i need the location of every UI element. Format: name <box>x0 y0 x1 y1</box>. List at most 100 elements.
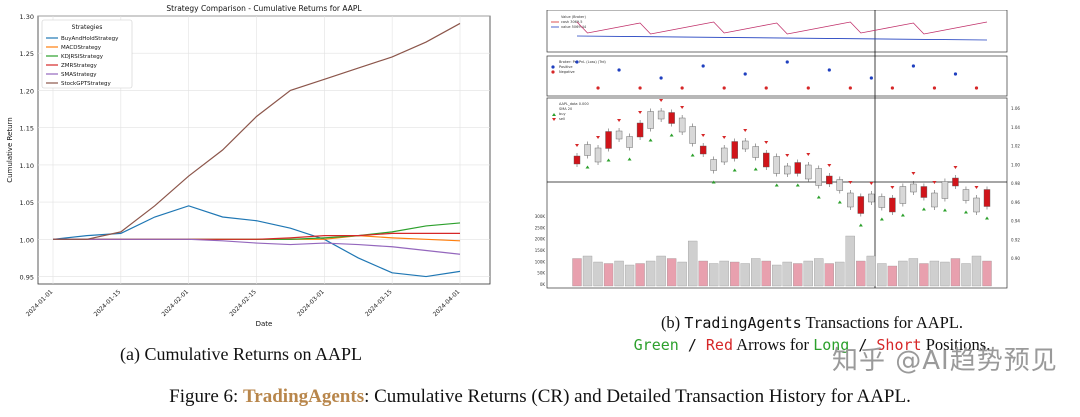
right-axis-label: 1.06 <box>1011 106 1020 111</box>
long-arrow <box>627 157 632 161</box>
pnl-marker <box>638 86 642 90</box>
candle-body <box>763 152 770 168</box>
long-arrow <box>942 208 947 212</box>
short-arrow <box>890 186 895 189</box>
price-panel <box>546 97 1008 289</box>
volume-axis-label: 200K <box>535 237 545 242</box>
x-tick-label: 2024-03-01 <box>296 288 326 318</box>
short-arrow <box>911 172 916 175</box>
short-arrow <box>869 182 874 185</box>
caption-green: Green <box>633 336 679 354</box>
long-arrow <box>816 195 821 199</box>
volume-bar <box>814 258 824 287</box>
candle-body <box>742 140 749 150</box>
short-arrow <box>806 153 811 156</box>
legend-title: Strategies <box>72 24 103 31</box>
long-arrow <box>795 183 800 187</box>
right-axis-label: 0.98 <box>1011 181 1020 186</box>
caption-b-suffix: Transactions for AAPL. <box>801 313 964 332</box>
caption-b-prefix: (b) <box>660 313 685 332</box>
candle-body <box>573 155 581 165</box>
short-arrow <box>596 136 601 139</box>
candle-body <box>857 196 865 214</box>
short-arrow <box>617 119 622 122</box>
candle-body <box>689 126 696 144</box>
caption-b-line1: (b) TradingAgents Transactions for AAPL. <box>592 312 1032 334</box>
legend-swatch <box>552 118 556 121</box>
short-arrow <box>932 181 937 184</box>
caption-short: Short <box>876 336 922 354</box>
y-tick-label: 1.00 <box>20 236 34 244</box>
candle-body <box>868 193 875 203</box>
series-line <box>53 22 461 240</box>
candle-body <box>815 168 822 186</box>
volume-axis-label: 250K <box>535 225 545 230</box>
legend-entry: ZMRStrategy <box>61 63 98 69</box>
pnl-marker <box>617 68 621 72</box>
candle-body <box>962 189 970 201</box>
legend-entry: value 5069.44 <box>561 25 587 29</box>
short-arrow <box>953 166 958 169</box>
broker-panel <box>546 10 1008 53</box>
volume-axis-label: 50K <box>537 271 545 276</box>
x-tick-label: 2024-03-15 <box>364 288 394 318</box>
pnl-marker <box>680 86 684 90</box>
caption-b-mono: TradingAgents <box>684 314 802 332</box>
pnl-marker <box>596 86 600 90</box>
volume-bar <box>971 255 982 287</box>
legend-entry: BuyAndHoldStrategy <box>61 36 119 42</box>
series-line <box>52 205 461 278</box>
caption-positions: Positions. <box>921 335 991 354</box>
long-arrow <box>732 168 737 172</box>
volume-bar <box>677 261 687 287</box>
pnl-marker <box>848 86 852 90</box>
volume-bar <box>803 260 813 287</box>
x-tick-label: 2024-02-15 <box>228 288 258 318</box>
volume-bar <box>919 263 929 287</box>
candle-body <box>731 141 738 159</box>
long-arrow <box>985 216 989 220</box>
pnl-marker <box>743 72 747 76</box>
volume-bar <box>845 235 855 287</box>
caption-red: Red <box>705 336 733 354</box>
pnl-marker <box>659 76 663 80</box>
legend-entry: SMA 20 <box>559 107 572 111</box>
legend-entry: Positive <box>559 65 573 69</box>
legend: Strategies BuyAndHoldStrategy MACDStrategy… <box>41 19 133 89</box>
volume-bar <box>761 260 771 287</box>
legend-entry: sell <box>559 117 565 121</box>
y-tick-label: 1.20 <box>20 87 34 95</box>
legend-swatch <box>551 65 555 69</box>
candle-body <box>699 145 707 155</box>
volume-bar <box>719 260 729 287</box>
broker-cash-line <box>576 35 988 41</box>
short-arrow <box>701 134 706 137</box>
volume-bar <box>582 255 593 287</box>
long-arrow <box>585 165 590 169</box>
volume-bar <box>887 265 898 287</box>
pnl-marker <box>974 86 979 90</box>
right-axis-label: 1.00 <box>1011 162 1020 167</box>
y-tick-label: 1.10 <box>20 162 34 170</box>
series-line <box>53 238 461 255</box>
long-arrow <box>837 200 842 204</box>
candle-body <box>647 111 654 129</box>
legend-entry: Value (Broker) <box>561 15 586 19</box>
volume-bar <box>908 258 919 287</box>
candle-body <box>626 136 633 148</box>
volume-bar <box>856 260 866 287</box>
short-arrow <box>974 186 979 189</box>
candle-body <box>668 112 675 124</box>
long-arrow <box>711 180 716 184</box>
legend-entry: cash 3069.5 <box>561 20 582 24</box>
chart-title: Strategy Comparison - Cumulative Returns… <box>166 4 362 13</box>
y-tick-label: 0.95 <box>20 274 34 282</box>
pnl-marker <box>932 86 937 90</box>
candle-body <box>941 181 949 199</box>
volume-bar <box>866 255 877 287</box>
long-arrow <box>879 217 884 221</box>
legend-entry: StockGPTStrategy <box>61 81 111 87</box>
pnl-marker <box>806 86 810 90</box>
broker-value-line <box>576 21 988 35</box>
pnl-marker <box>722 86 726 90</box>
